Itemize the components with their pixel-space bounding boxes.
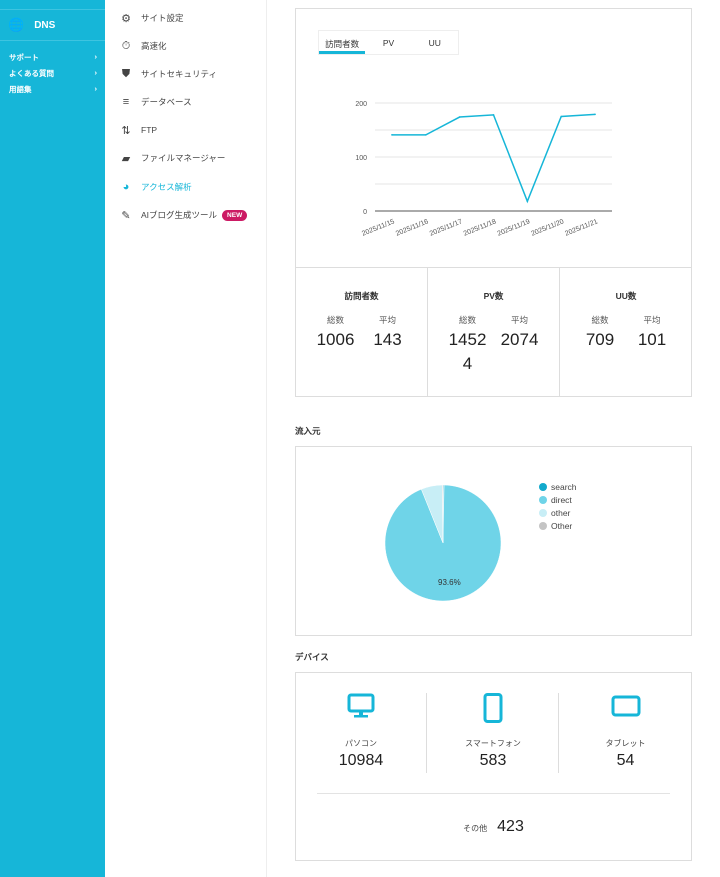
legend-label: search xyxy=(551,482,577,492)
smartphone-icon xyxy=(483,693,503,723)
menu-item-ftp[interactable]: ⇅ FTP xyxy=(119,120,269,140)
stat-visitors: 訪問者数 総数 1006 平均 143 xyxy=(296,267,428,396)
device-pc: パソコン 10984 xyxy=(296,693,427,773)
device-smartphone: スマートフォン 583 xyxy=(428,693,559,773)
desktop-icon xyxy=(347,693,375,718)
uu-avg: 101 xyxy=(637,330,667,349)
sidebar-link-glossary[interactable]: 用語集 › xyxy=(9,84,98,94)
divider xyxy=(317,793,670,794)
legend-swatch xyxy=(539,509,547,517)
menu-item-ai-blog[interactable]: ✎ AIブログ生成ツール NEW xyxy=(119,205,269,225)
legend-label: direct xyxy=(551,495,572,505)
sidebar-link-faq[interactable]: よくある質問 › xyxy=(9,68,98,78)
legend-swatch xyxy=(539,522,547,530)
menu-item-access-analytics[interactable]: ◕ アクセス解析 xyxy=(119,177,269,197)
menu-item-database[interactable]: ≡ データベース xyxy=(119,92,269,112)
y-tick-label: 100 xyxy=(355,155,367,162)
device-other: その他 423 xyxy=(463,818,524,835)
data-point xyxy=(391,134,393,136)
tablet-icon xyxy=(611,695,640,717)
legend-swatch xyxy=(539,496,547,504)
devices-card xyxy=(295,672,692,861)
tab-pv[interactable]: PV xyxy=(382,38,395,48)
data-point xyxy=(458,116,461,118)
legend-item[interactable]: Other xyxy=(539,521,572,531)
transfer-arrows-icon: ⇅ xyxy=(121,124,131,137)
legend-label: other xyxy=(551,508,571,518)
folder-icon: ▰ xyxy=(121,152,131,165)
chevron-right-icon: › xyxy=(94,84,98,93)
legend-item[interactable]: search xyxy=(539,482,577,492)
sub-menu: ⚙ サイト設定 ⏱ 高速化 ⛊ サイトセキュリティ ≡ データベース ⇅ FTP ▰ ファイ… xyxy=(105,0,267,877)
menu-item-security[interactable]: ⛊ サイトセキュリティ xyxy=(119,64,269,84)
menu-item-site-settings[interactable]: ⚙ サイト設定 xyxy=(119,8,269,28)
tab-visitors[interactable]: 訪問者数 xyxy=(319,31,366,54)
sources-pie-chart xyxy=(384,484,502,602)
menu-item-speed[interactable]: ⏱ 高速化 xyxy=(119,36,269,56)
pie-chart-icon: ◕ xyxy=(122,181,130,193)
stat-uu: UU数 総数 709 平均 101 xyxy=(560,267,692,396)
legend-item[interactable]: other xyxy=(539,508,570,518)
uu-total: 709 xyxy=(585,330,615,349)
legend-swatch xyxy=(539,483,547,491)
sidebar-link-support[interactable]: サポート › xyxy=(9,52,98,62)
site-settings-icon: ⚙ xyxy=(121,12,131,25)
stopwatch-icon: ⏱ xyxy=(121,39,131,52)
data-point xyxy=(526,200,529,203)
legend-label: Other xyxy=(551,521,573,531)
shield-icon: ⛊ xyxy=(121,67,131,80)
devices-heading: デバイス xyxy=(295,652,329,662)
chevron-right-icon: › xyxy=(94,52,98,61)
x-tick-label: 2025/11/19 xyxy=(496,218,531,237)
device-tablet: タブレット 54 xyxy=(560,693,691,773)
sources-heading: 流入元 xyxy=(295,426,321,436)
x-tick-label: 2025/11/18 xyxy=(463,218,498,237)
new-badge: NEW xyxy=(222,209,248,221)
visitors-avg: 143 xyxy=(373,330,402,349)
x-tick-label: 2025/11/17 xyxy=(429,218,464,237)
metric-tabs: 訪問者数 PV UU xyxy=(318,30,459,55)
stat-pv: PV数 総数 14524 平均 2074 xyxy=(428,267,560,396)
menu-item-file-manager[interactable]: ▰ ファイルマネージャー xyxy=(119,148,269,168)
pv-avg: 2074 xyxy=(500,330,539,349)
pie-slice-other xyxy=(442,484,444,544)
series-line xyxy=(391,113,596,204)
sidebar-item-dns[interactable]: 🌐 DNS xyxy=(0,9,105,41)
globe-icon: 🌐 xyxy=(8,17,25,32)
document-edit-icon: ✎ xyxy=(121,209,131,222)
y-tick-label: 200 xyxy=(355,101,367,108)
x-tick-label: 2025/11/15 xyxy=(361,218,396,237)
x-tick-label: 2025/11/16 xyxy=(395,218,430,237)
chevron-right-icon: › xyxy=(94,68,98,77)
visitors-total: 1006 xyxy=(316,330,355,349)
database-icon: ≡ xyxy=(122,96,130,108)
tab-uu[interactable]: UU xyxy=(428,38,441,48)
x-tick-label: 2025/11/21 xyxy=(564,218,599,237)
data-point xyxy=(492,114,495,116)
legend-item[interactable]: direct xyxy=(539,495,572,505)
data-point xyxy=(424,134,427,136)
data-point xyxy=(560,115,563,118)
data-point xyxy=(594,113,596,116)
pv-total: 14524 xyxy=(448,330,487,373)
y-tick-label: 0 xyxy=(363,209,367,216)
pie-label: 93.6% xyxy=(438,578,461,587)
access-chart-card xyxy=(295,8,692,397)
sidebar: 🌐 DNS サポート › よくある質問 › 用語集 › xyxy=(0,0,105,877)
x-tick-label: 2025/11/20 xyxy=(530,218,565,237)
